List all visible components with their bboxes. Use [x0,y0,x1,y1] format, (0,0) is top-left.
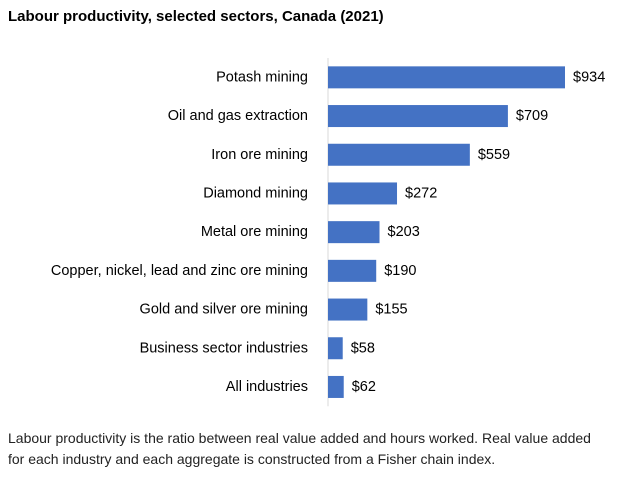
bar [328,143,470,166]
data-label: $62 [352,379,376,395]
data-label: $203 [388,224,420,240]
bar [328,298,368,321]
bar [328,337,343,360]
data-label: $709 [516,108,548,124]
bar [328,221,380,244]
bar [328,259,377,282]
category-label: Metal ore mining [201,224,308,240]
bar [328,66,565,89]
category-label: Potash mining [216,69,308,85]
category-label: Diamond mining [203,185,308,201]
category-label: Oil and gas extraction [168,108,308,124]
data-label: $559 [478,147,510,163]
footnote: Labour productivity is the ratio between… [8,430,591,467]
bar [328,105,508,128]
bar-chart: Potash mining $934 Oil and gas extraction $… [51,58,605,407]
bars: Potash mining $934 Oil and gas extraction $… [51,66,605,398]
category-label: Gold and silver ore mining [140,302,308,318]
category-label: Business sector industries [140,340,308,356]
data-label: $934 [573,69,605,85]
data-label: $190 [384,263,416,279]
data-label: $155 [375,302,407,318]
bar [328,375,344,398]
bar [328,182,398,205]
category-label: Copper, nickel, lead and zinc ore mining [51,263,308,279]
chart-title: Labour productivity, selected sectors, C… [8,8,384,25]
category-label: All industries [226,379,308,395]
category-label: Iron ore mining [211,147,308,163]
data-label: $58 [351,340,375,356]
data-label: $272 [405,185,437,201]
